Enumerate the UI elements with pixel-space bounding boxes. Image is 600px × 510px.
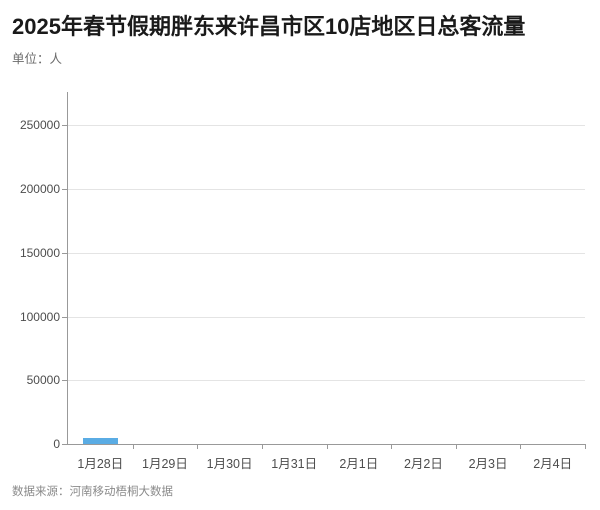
x-axis-tick-label: 2月2日 <box>403 457 443 471</box>
x-axis-tick-mark <box>132 444 134 449</box>
y-axis-tick-label: 250000 <box>19 118 60 133</box>
x-axis-line <box>62 444 585 445</box>
x-axis-tick-label: 2月1日 <box>339 457 379 471</box>
y-axis-tick-label: 50000 <box>26 373 60 388</box>
y-axis-tick-mark <box>62 316 67 318</box>
y-axis-tick-label: 100000 <box>19 309 60 324</box>
y-axis-tick-mark <box>62 252 67 254</box>
x-axis-tick-mark <box>520 444 522 449</box>
chart-source-note: 数据来源：河南移动梧桐大数据 <box>12 486 173 498</box>
plot-area <box>68 100 585 444</box>
chart-title: 2025年春节假期胖东来许昌市区10店地区日总客流量 <box>12 14 526 39</box>
x-axis-tick-mark <box>326 444 328 449</box>
grid-line <box>68 125 585 127</box>
grid-line <box>68 316 585 318</box>
y-axis-tick-label: 150000 <box>19 245 60 260</box>
y-axis-tick-label: 200000 <box>19 182 60 197</box>
chart-subtitle: 单位：人 <box>12 52 63 66</box>
x-axis-tick-label: 2月4日 <box>533 457 573 471</box>
grid-line <box>68 380 585 382</box>
x-axis-tick-label: 1月30日 <box>206 457 253 471</box>
x-axis-tick-mark <box>391 444 393 449</box>
x-axis-tick-mark <box>585 444 586 449</box>
x-axis-tick-label: 2月3日 <box>468 457 508 471</box>
x-axis-tick-label: 1月29日 <box>142 457 188 471</box>
y-axis-tick-mark <box>62 444 67 445</box>
x-axis-tick-mark <box>455 444 457 449</box>
y-axis-tick-label: 0 <box>53 437 60 451</box>
x-axis-tick-label: 1月31日 <box>271 457 318 471</box>
x-axis-tick-mark <box>197 444 199 449</box>
y-axis-tick-mark <box>62 125 67 127</box>
y-axis-ticks: 0 50000 100000 150000 200000 250000 <box>0 0 67 510</box>
y-axis-tick-mark <box>62 189 67 191</box>
x-axis-tick-label: 1月28日 <box>77 457 124 471</box>
grid-line <box>68 252 585 254</box>
y-axis-line <box>67 92 68 444</box>
x-axis-tick-mark <box>261 444 263 449</box>
bar-series <box>68 100 585 444</box>
grid-line <box>68 189 585 191</box>
bar[interactable] <box>82 437 119 444</box>
y-axis-tick-mark <box>62 380 67 382</box>
